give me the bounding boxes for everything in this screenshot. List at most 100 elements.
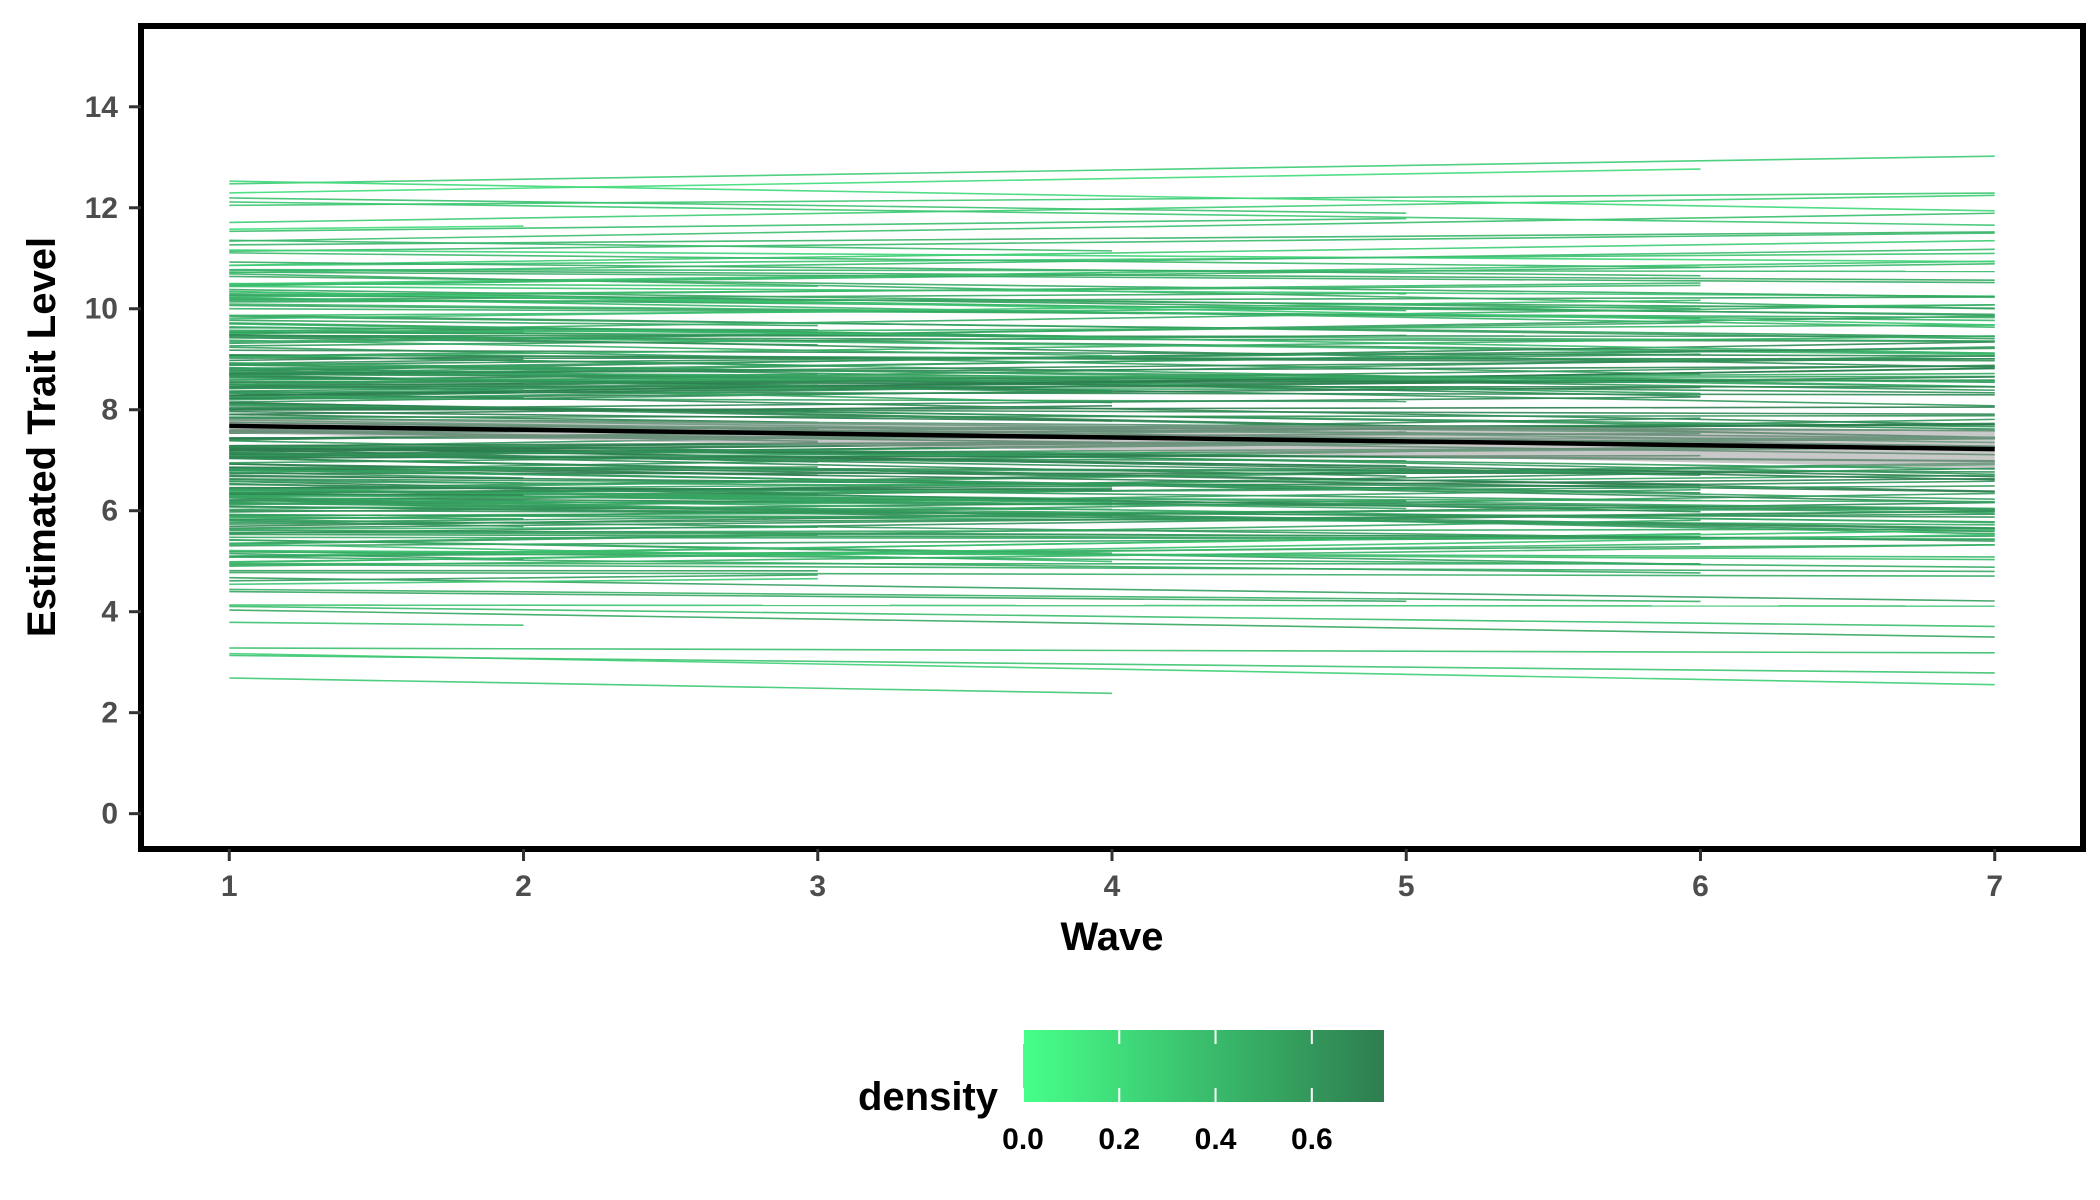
trajectory-line xyxy=(229,252,1995,267)
trajectory-line xyxy=(229,322,1701,343)
legend-colorbar xyxy=(1023,1030,1384,1102)
trajectory-line xyxy=(229,468,1995,500)
y-axis-title: Estimated Trait Level xyxy=(20,237,64,637)
trajectory-line xyxy=(229,232,1995,252)
trajectory-line xyxy=(229,529,1701,539)
trajectory-line xyxy=(229,261,1701,277)
trajectory-line xyxy=(229,577,818,586)
y-tick-label: 6 xyxy=(101,495,118,528)
trajectory-line xyxy=(229,517,524,520)
trajectory-line xyxy=(229,621,524,627)
trajectory-line xyxy=(229,509,1995,518)
trajectory-line xyxy=(229,271,1995,284)
trajectory-line xyxy=(229,440,1995,476)
trajectory-line xyxy=(229,519,1701,545)
trajectory-line xyxy=(229,335,1995,358)
trajectory-line xyxy=(229,468,524,474)
individual-trajectories xyxy=(229,155,1995,695)
trajectory-line xyxy=(229,493,524,496)
trajectory-line xyxy=(229,410,1113,422)
trajectory-line xyxy=(229,285,1995,298)
trajectory-line xyxy=(229,367,1995,397)
trajectory-line xyxy=(229,252,1701,269)
trajectory-line xyxy=(229,556,1701,574)
x-tick-label: 6 xyxy=(1692,870,1709,903)
trajectory-line xyxy=(229,502,818,510)
y-tick-label: 0 xyxy=(101,798,118,831)
trajectory-line xyxy=(229,574,818,582)
mean-trend-line xyxy=(229,423,1995,452)
trajectory-line xyxy=(229,543,1701,563)
trajectory-line xyxy=(229,605,1995,628)
trajectory-line xyxy=(229,475,524,480)
trajectory-line xyxy=(229,352,1407,370)
trajectory-line xyxy=(229,354,818,367)
trajectory-line xyxy=(229,609,1995,638)
trajectory-line xyxy=(229,180,1995,212)
trajectory-line xyxy=(229,239,1113,252)
trajectory-line xyxy=(229,510,1995,535)
trajectory-line xyxy=(229,314,1995,340)
trajectory-line xyxy=(229,357,1995,376)
trajectory-line xyxy=(229,486,1113,491)
trajectory-line xyxy=(229,353,1701,374)
x-tick-label: 5 xyxy=(1398,870,1415,903)
trajectory-line xyxy=(229,406,1995,411)
trajectory-line xyxy=(229,362,1995,388)
trajectory-line xyxy=(229,225,524,230)
trajectory-line xyxy=(229,155,1995,185)
trajectory-line xyxy=(229,496,1995,524)
legend-tick-label: 0.4 xyxy=(1195,1123,1237,1156)
trajectory-line xyxy=(229,396,1701,411)
trajectory-line xyxy=(229,588,1701,603)
y-tick-label: 2 xyxy=(101,697,118,730)
trajectory-line xyxy=(229,336,818,346)
trajectory-line xyxy=(229,457,1113,477)
y-tick-label: 8 xyxy=(101,394,118,427)
trajectory-line xyxy=(229,364,1995,384)
trajectory-line xyxy=(229,376,1113,394)
mean-trend xyxy=(229,418,1995,469)
x-tick-label: 2 xyxy=(515,870,532,903)
x-tick-label: 1 xyxy=(221,870,238,903)
trajectory-line xyxy=(229,282,1701,298)
trajectory-line xyxy=(229,654,1995,674)
x-axis-title: Wave xyxy=(1060,915,1163,959)
trajectory-line xyxy=(229,296,1995,328)
x-axis: 1 2 3 4 5 6 7 xyxy=(221,849,2003,903)
trajectory-line xyxy=(229,349,1995,357)
legend: density 0.0 0.2 0.4 0.6 xyxy=(858,1030,1384,1156)
trajectory-line xyxy=(229,217,1407,233)
trajectory-line xyxy=(229,291,1995,317)
trajectory-line xyxy=(229,271,1113,287)
trajectory-line xyxy=(229,290,1995,326)
trajectory-line xyxy=(229,299,818,304)
trajectory-line xyxy=(229,604,1995,607)
trajectory-line xyxy=(229,322,1113,338)
y-tick-label: 4 xyxy=(101,596,118,629)
trajectory-line xyxy=(229,413,818,424)
trajectory-line xyxy=(229,201,1995,226)
trajectory-line xyxy=(229,508,1995,517)
trajectory-line xyxy=(229,231,1995,246)
trajectory-line xyxy=(229,192,1995,207)
trajectory-line xyxy=(229,384,524,392)
trajectory-line xyxy=(229,239,1995,267)
trajectory-line xyxy=(229,292,1407,301)
trajectory-line xyxy=(229,414,1995,419)
x-tick-label: 7 xyxy=(1986,870,2003,903)
legend-tick-label: 0.2 xyxy=(1098,1123,1140,1156)
trajectory-line xyxy=(229,212,1995,242)
trajectory-line xyxy=(229,326,818,331)
trajectory-line xyxy=(229,571,1995,577)
x-tick-label: 3 xyxy=(809,870,826,903)
trajectory-line xyxy=(229,480,1113,488)
trajectory-line xyxy=(229,355,524,362)
trajectory-line xyxy=(229,275,1995,298)
y-tick-label: 12 xyxy=(85,192,118,225)
trajectory-line xyxy=(229,324,1995,335)
trajectory-line xyxy=(229,168,1701,194)
trajectory-line xyxy=(229,590,1407,603)
trajectory-line xyxy=(229,339,1113,357)
